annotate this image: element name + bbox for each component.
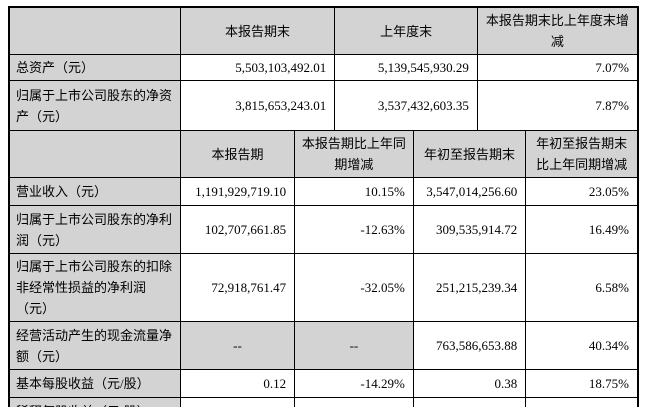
- cell-value: 102,707,661.85: [179, 205, 296, 254]
- cell-value-na: --: [294, 321, 414, 370]
- table-row-net-profit: 归属于上市公司股东的净利润（元） 102,707,661.85 -12.63% …: [9, 205, 638, 254]
- cell-value: 72,918,761.47: [179, 253, 296, 322]
- performance-indicators-table: 本报告期 本报告期比上年同期增减 年初至报告期末 年初至报告期末比上年同期增减 …: [9, 130, 638, 407]
- header-current-period-end: 本报告期末: [179, 7, 336, 55]
- cell-value: 18.75%: [525, 397, 638, 407]
- corner-cell: [9, 7, 181, 55]
- cell-value: -14.29%: [294, 397, 414, 407]
- header-current-period: 本报告期: [179, 130, 296, 178]
- table-row-net-profit-excl-nonrecurring: 归属于上市公司股东的扣除非经常性损益的净利润（元） 72,918,761.47 …: [9, 253, 638, 322]
- row-label: 归属于上市公司股东的净利润（元）: [9, 205, 181, 254]
- cell-value: 7.07%: [476, 54, 639, 81]
- cell-value: 0.38: [412, 397, 527, 407]
- table-row-operating-cash-flow: 经营活动产生的现金流量净额（元） -- -- 763,586,653.88 40…: [9, 321, 638, 370]
- cell-value: 6.58%: [525, 253, 638, 322]
- cell-value-na: --: [179, 321, 296, 370]
- cell-value: 5,139,545,930.29: [334, 54, 478, 81]
- cell-value: 40.34%: [525, 321, 638, 370]
- row-label: 稀释每股收益（元/股）: [9, 397, 181, 407]
- header-ytd: 年初至报告期末: [412, 130, 527, 178]
- table-row-total-assets: 总资产（元） 5,503,103,492.01 5,139,545,930.29…: [9, 54, 639, 81]
- row-label: 归属于上市公司股东的净资产（元）: [9, 80, 181, 131]
- cell-value: 10.15%: [294, 177, 414, 206]
- cell-value: 1,191,929,719.10: [179, 177, 296, 206]
- table-row-net-assets: 归属于上市公司股东的净资产（元） 3,815,653,243.01 3,537,…: [9, 80, 639, 131]
- cell-value: 5,503,103,492.01: [179, 54, 336, 81]
- table-row-revenue: 营业收入（元） 1,191,929,719.10 10.15% 3,547,01…: [9, 177, 638, 206]
- cell-value: 18.75%: [525, 369, 638, 398]
- cell-value: -32.05%: [294, 253, 414, 322]
- cell-value: -14.29%: [294, 369, 414, 398]
- table-header-row: 本报告期 本报告期比上年同期增减 年初至报告期末 年初至报告期末比上年同期增减: [9, 130, 638, 178]
- table-row-diluted-eps: 稀释每股收益（元/股） 0.12 -14.29% 0.38 18.75%: [9, 397, 638, 407]
- cell-value: 309,535,914.72: [412, 205, 527, 254]
- cell-value: 763,586,653.88: [412, 321, 527, 370]
- balance-snapshot-table: 本报告期末 上年度末 本报告期末比上年度末增减 总资产（元） 5,503,103…: [9, 7, 639, 131]
- table-header-row: 本报告期末 上年度末 本报告期末比上年度末增减: [9, 7, 639, 55]
- cell-value: 16.49%: [525, 205, 638, 254]
- cell-value: 251,215,239.34: [412, 253, 527, 322]
- row-label: 归属于上市公司股东的扣除非经常性损益的净利润（元）: [9, 253, 181, 322]
- row-label: 基本每股收益（元/股）: [9, 369, 181, 398]
- cell-value: 0.38: [412, 369, 527, 398]
- row-label: 营业收入（元）: [9, 177, 181, 206]
- cell-value: -12.63%: [294, 205, 414, 254]
- cell-value: 7.87%: [476, 80, 639, 131]
- table-row-basic-eps: 基本每股收益（元/股） 0.12 -14.29% 0.38 18.75%: [9, 369, 638, 398]
- cell-value: 0.12: [179, 369, 296, 398]
- header-ytd-yoy-change: 年初至报告期末比上年同期增减: [525, 130, 638, 178]
- row-label: 总资产（元）: [9, 54, 181, 81]
- cell-value: 0.12: [179, 397, 296, 407]
- cell-value: 23.05%: [525, 177, 638, 206]
- cell-value: 3,547,014,256.60: [412, 177, 527, 206]
- header-period-yoy-change: 本报告期比上年同期增减: [294, 130, 414, 178]
- row-label: 经营活动产生的现金流量净额（元）: [9, 321, 181, 370]
- header-change-vs-prior-year-end: 本报告期末比上年度末增减: [476, 7, 639, 55]
- header-prior-year-end: 上年度末: [334, 7, 478, 55]
- cell-value: 3,537,432,603.35: [334, 80, 478, 131]
- corner-cell: [9, 130, 181, 178]
- cell-value: 3,815,653,243.01: [179, 80, 336, 131]
- key-financials-table: 本报告期末 上年度末 本报告期末比上年度末增减 总资产（元） 5,503,103…: [8, 6, 639, 407]
